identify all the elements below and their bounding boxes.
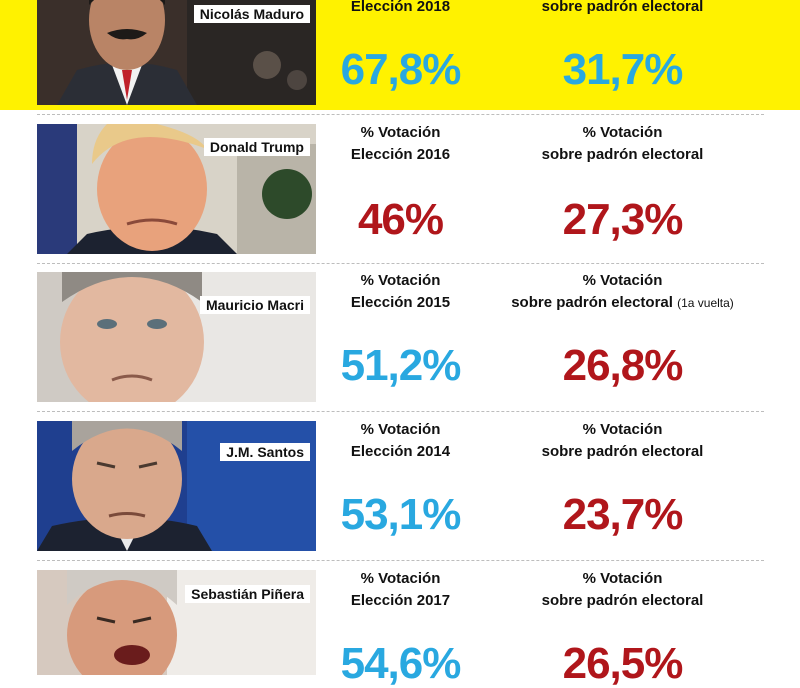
vote-percent-election: 67,8% [340,45,462,94]
vote-label-election: % Votación Elección 2014 [318,419,483,463]
candidate-row-pinera: Sebastián Piñera % Votación Elección 201… [0,568,800,686]
candidate-row-macri: Mauricio Macri % Votación Elección 2015 … [0,272,800,402]
vote-label-line: Elección 2018 [350,0,451,15]
vote-label-registry: % Votación sobre padrón electoral [490,568,755,612]
candidate-row-trump: Donald Trump % Votación Elección 2016 % … [0,124,800,254]
vote-percent-registry: 23,7% [562,490,684,539]
row-divider [37,114,764,115]
vote-percent-registry: 31,7% [562,45,684,94]
candidate-name: Sebastián Piñera [185,585,310,603]
vote-percent-registry: 27,3% [562,195,684,244]
vote-label-election: % Votación Elección 2017 [318,568,483,612]
candidate-row-maduro: Nicolás Maduro Elección 2018 sobre padró… [0,0,800,110]
vote-label-line: % Votación [360,570,441,587]
vote-label-election: % Votación Elección 2015 [318,270,483,314]
candidate-name: Mauricio Macri [199,296,310,314]
vote-label-election: % Votación Elección 2016 [318,122,483,166]
candidate-photo-trump: Donald Trump [37,124,316,254]
vote-label-line: % Votación [582,570,663,587]
candidate-photo-macri: Mauricio Macri [37,272,316,402]
vote-label-line: % Votación [360,272,441,289]
vote-label-line: sobre padrón electoral [541,592,704,609]
vote-label-line: % Votación [582,272,663,289]
vote-label-line: sobre padrón electoral [511,294,673,311]
vote-percent-election: 51,2% [340,341,462,390]
vote-label-line: Elección 2016 [350,146,451,163]
vote-label-line: sobre padrón electoral [541,443,704,460]
vote-label-line: sobre padrón electoral [541,0,704,15]
vote-label-line: Elección 2015 [350,294,451,311]
vote-label-line: Elección 2017 [350,592,451,609]
vote-percent-election: 53,1% [340,490,462,539]
vote-label-registry: % Votación sobre padrón electoral [490,122,755,166]
candidate-name: J.M. Santos [220,443,310,461]
vote-label-election: Elección 2018 [318,0,483,18]
candidate-row-santos: J.M. Santos % Votación Elección 2014 % V… [0,421,800,551]
vote-label-note: (1a vuelta) [677,296,734,310]
vote-label-line: % Votación [360,124,441,141]
vote-percent-registry: 26,8% [562,341,684,390]
vote-label-registry: % Votación sobre padrón electoral [490,419,755,463]
vote-label-line: % Votación [582,124,663,141]
vote-label-registry: % Votación sobre padrón electoral (1a vu… [490,270,755,314]
vote-percent-election: 46% [357,195,444,244]
row-divider [37,560,764,561]
vote-label-line: sobre padrón electoral [541,146,704,163]
vote-label-registry: sobre padrón electoral [490,0,755,18]
vote-label-line: % Votación [360,421,441,438]
candidate-photo-santos: J.M. Santos [37,421,316,551]
vote-percent-election: 54,6% [340,639,462,688]
row-divider [37,263,764,264]
candidate-name: Donald Trump [203,138,310,156]
vote-label-line: Elección 2014 [350,443,451,460]
candidate-photo-pinera: Sebastián Piñera [37,570,316,675]
vote-label-line: % Votación [582,421,663,438]
row-divider [37,411,764,412]
vote-percent-registry: 26,5% [562,639,684,688]
candidate-name: Nicolás Maduro [193,5,310,23]
candidate-photo-maduro: Nicolás Maduro [37,0,316,105]
